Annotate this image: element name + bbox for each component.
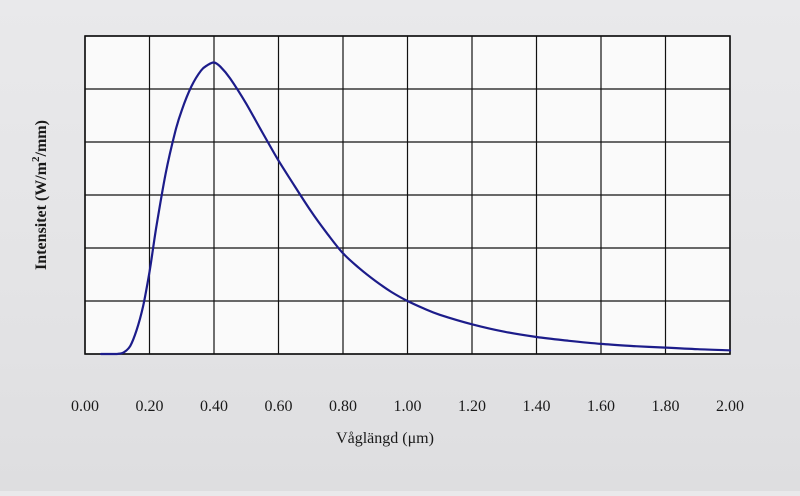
y-axis-label-prefix: Intensitet (W/m (33, 161, 50, 270)
y-axis-label: Intensitet (W/m2/mm) (30, 120, 50, 270)
x-tick-label: 0.80 (329, 398, 357, 415)
x-tick-label: 1.60 (587, 398, 615, 415)
x-tick-labels: 0.00 0.20 0.40 0.60 0.80 1.00 1.20 1.40 1.60 1.80… (71, 398, 744, 415)
x-tick-label: 0.40 (200, 398, 228, 415)
series-layer (100, 61, 732, 356)
x-tick-label: 0.20 (136, 398, 164, 415)
x-tick-label: 1.80 (652, 398, 680, 415)
plot-border (84, 35, 731, 355)
x-tick-label: 1.00 (394, 398, 422, 415)
x-tick-label: 0.60 (265, 398, 293, 415)
y-axis-label-superscript: 2 (30, 156, 42, 162)
x-tick-label: 1.40 (523, 398, 551, 415)
x-tick-label: 1.20 (458, 398, 486, 415)
y-axis-label-suffix: /mm) (33, 120, 50, 157)
x-tick-label: 2.00 (716, 398, 744, 415)
x-tick-label: 0.00 (71, 398, 99, 415)
x-axis-label: Våglängd (μm) (336, 430, 434, 447)
intensity-curve (100, 61, 732, 356)
